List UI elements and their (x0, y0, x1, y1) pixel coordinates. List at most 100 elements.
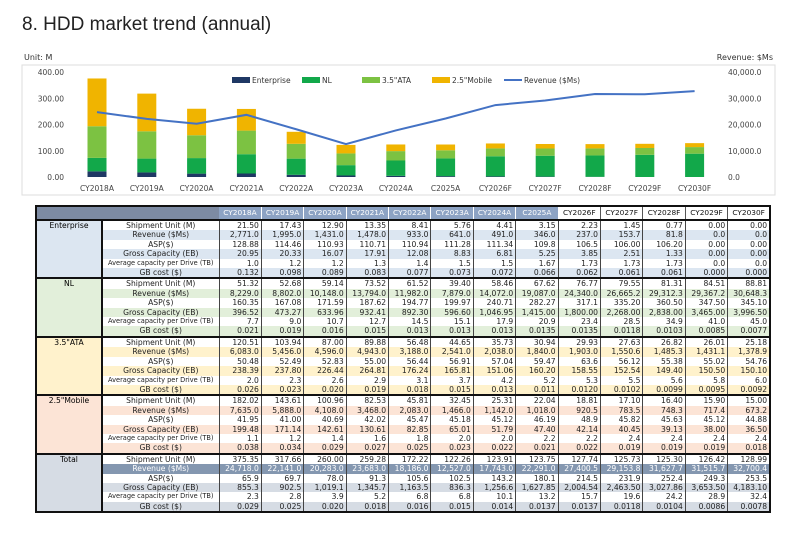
cell-value: 0.089 (303, 268, 347, 279)
cell-value: 35.73 (473, 335, 517, 348)
bar-segment (87, 78, 107, 127)
cell-value: 0.00 (727, 249, 771, 259)
cell-value: 143.61 (261, 394, 305, 406)
cell-value: 2,463.50 (600, 482, 644, 493)
x-tick-label: CY2028F (578, 184, 611, 193)
bar-segment (187, 108, 207, 136)
cell-value: 673.2 (727, 405, 771, 416)
bar-segment (286, 131, 306, 144)
table-row: Gross Capacity (EB) 855.3 902.5 1,019.1 1,34… (36, 482, 771, 493)
cell-value: 0.00 (685, 218, 729, 231)
cell-value: 0.038 (219, 443, 262, 454)
cell-value: 238.39 (219, 366, 262, 376)
cell-value: 1,550.6 (600, 347, 644, 357)
cell-value: 10,148.0 (303, 288, 347, 299)
bar-segment (187, 135, 207, 159)
cell-value: 84.51 (685, 277, 729, 289)
cell-value: 106.5 (558, 239, 602, 250)
metric-label: Average capacity per Drive (TB) (102, 433, 220, 444)
cell-value: 40.45 (600, 424, 644, 434)
cell-value: 51.79 (473, 424, 517, 434)
cell-value: 42.02 (346, 415, 390, 425)
cell-value: 1.45 (600, 218, 644, 231)
cell-value: 335.20 (600, 298, 644, 308)
cell-value: 0.0092 (727, 384, 771, 396)
cell-value: 2.0 (473, 433, 517, 444)
cell-value: 45.63 (642, 415, 686, 425)
column-header: CY2029F (684, 205, 729, 221)
metric-label: Average capacity per Drive (TB) (102, 317, 220, 327)
cell-value: 45.18 (430, 415, 474, 425)
bar-segment (386, 175, 406, 177)
bar-segment (286, 143, 306, 159)
cell-value: 0.000 (727, 268, 771, 279)
cell-value: 264.81 (346, 366, 390, 376)
cell-value: 56.48 (388, 335, 432, 348)
cell-value: 130.61 (346, 424, 390, 434)
cell-value: 345.10 (727, 298, 771, 308)
bar-segment (336, 153, 356, 166)
cell-value: 149.40 (642, 366, 686, 376)
cell-value: 51.32 (219, 277, 262, 289)
cell-value: 165.81 (430, 366, 474, 376)
cell-value: 5.3 (558, 375, 602, 385)
cell-value: 111.34 (473, 239, 517, 250)
cell-value: 8.41 (388, 218, 432, 231)
bar-segment (336, 175, 356, 177)
cell-value: 0.00 (727, 218, 771, 231)
cell-value: 111.28 (430, 239, 474, 250)
cell-value: 596.60 (430, 307, 474, 318)
cell-value: 58.46 (473, 277, 517, 289)
cell-value: 1,485.3 (642, 347, 686, 357)
cell-value: 1,431.0 (303, 230, 347, 240)
cell-value: 23,683.0 (346, 464, 390, 474)
table-row: Average capacity per Drive (TB) 2.0 2.3 2.6… (36, 375, 771, 385)
bar-segment (535, 148, 555, 156)
cell-value: 3.15 (515, 218, 559, 231)
cell-value: 633.96 (303, 307, 347, 318)
cell-value: 0.029 (219, 501, 262, 513)
cell-value: 27.63 (600, 335, 644, 348)
cell-value: 56.44 (388, 356, 432, 367)
cell-value: 0.020 (303, 384, 347, 396)
cell-value: 19.6 (600, 492, 644, 502)
cell-value: 0.083 (346, 268, 390, 279)
cell-value: 127.74 (558, 452, 602, 465)
cell-value: 1.0 (219, 258, 262, 269)
bar-segment (685, 153, 705, 177)
bar-segment (236, 108, 256, 131)
y-tick-label: 300.00 (38, 94, 64, 103)
cell-value: 1,345.7 (346, 482, 390, 493)
cell-value: 6,083.0 (219, 347, 262, 357)
cell-value: 36.50 (727, 424, 771, 434)
cell-value: 0.013 (473, 384, 517, 396)
metric-label: ASP($) (102, 356, 220, 367)
table-row: Average capacity per Drive (TB) 7.7 9.0 10.… (36, 317, 771, 327)
cell-value: 160.35 (219, 298, 262, 308)
cell-value: 1.2 (261, 433, 305, 444)
hdd-market-table: CY2018A CY2019A CY2020A CY2021A CY2022A CY202… (35, 205, 772, 514)
cell-value: 172.22 (388, 452, 432, 465)
cell-value: 122.26 (430, 452, 474, 465)
cell-value: 28.9 (685, 492, 729, 502)
cell-value: 0.019 (685, 443, 729, 454)
table-row: GB cost ($) 0.026 0.023 0.020 0.019 0.018 0.01… (36, 384, 771, 396)
cell-value: 0.023 (261, 384, 305, 396)
cell-value: 26.01 (685, 335, 729, 348)
cell-value: 158.55 (558, 366, 602, 376)
cell-value: 0.0 (685, 258, 729, 269)
table-row: Total Shipment Unit (M) 375.35 317.66 260.00… (36, 452, 771, 513)
cell-value: 15.1 (430, 317, 474, 327)
column-header: CY2024A (473, 206, 517, 220)
cell-value: 24,718.0 (219, 464, 262, 474)
cell-value: 0.020 (303, 501, 347, 513)
cell-value: 0.0118 (600, 326, 644, 337)
cell-value: 29.93 (558, 335, 602, 348)
cell-value: 24,340.0 (558, 288, 602, 299)
table-row: Enterprise Shipment Unit (M) 21.50 17.43 12.… (36, 218, 771, 279)
cell-value: 1.5 (430, 258, 474, 269)
bar-segment (535, 155, 555, 177)
cell-value: 6.8 (430, 492, 474, 502)
cell-value: 2,838.00 (642, 307, 686, 318)
column-header: CY2030F (727, 205, 771, 221)
